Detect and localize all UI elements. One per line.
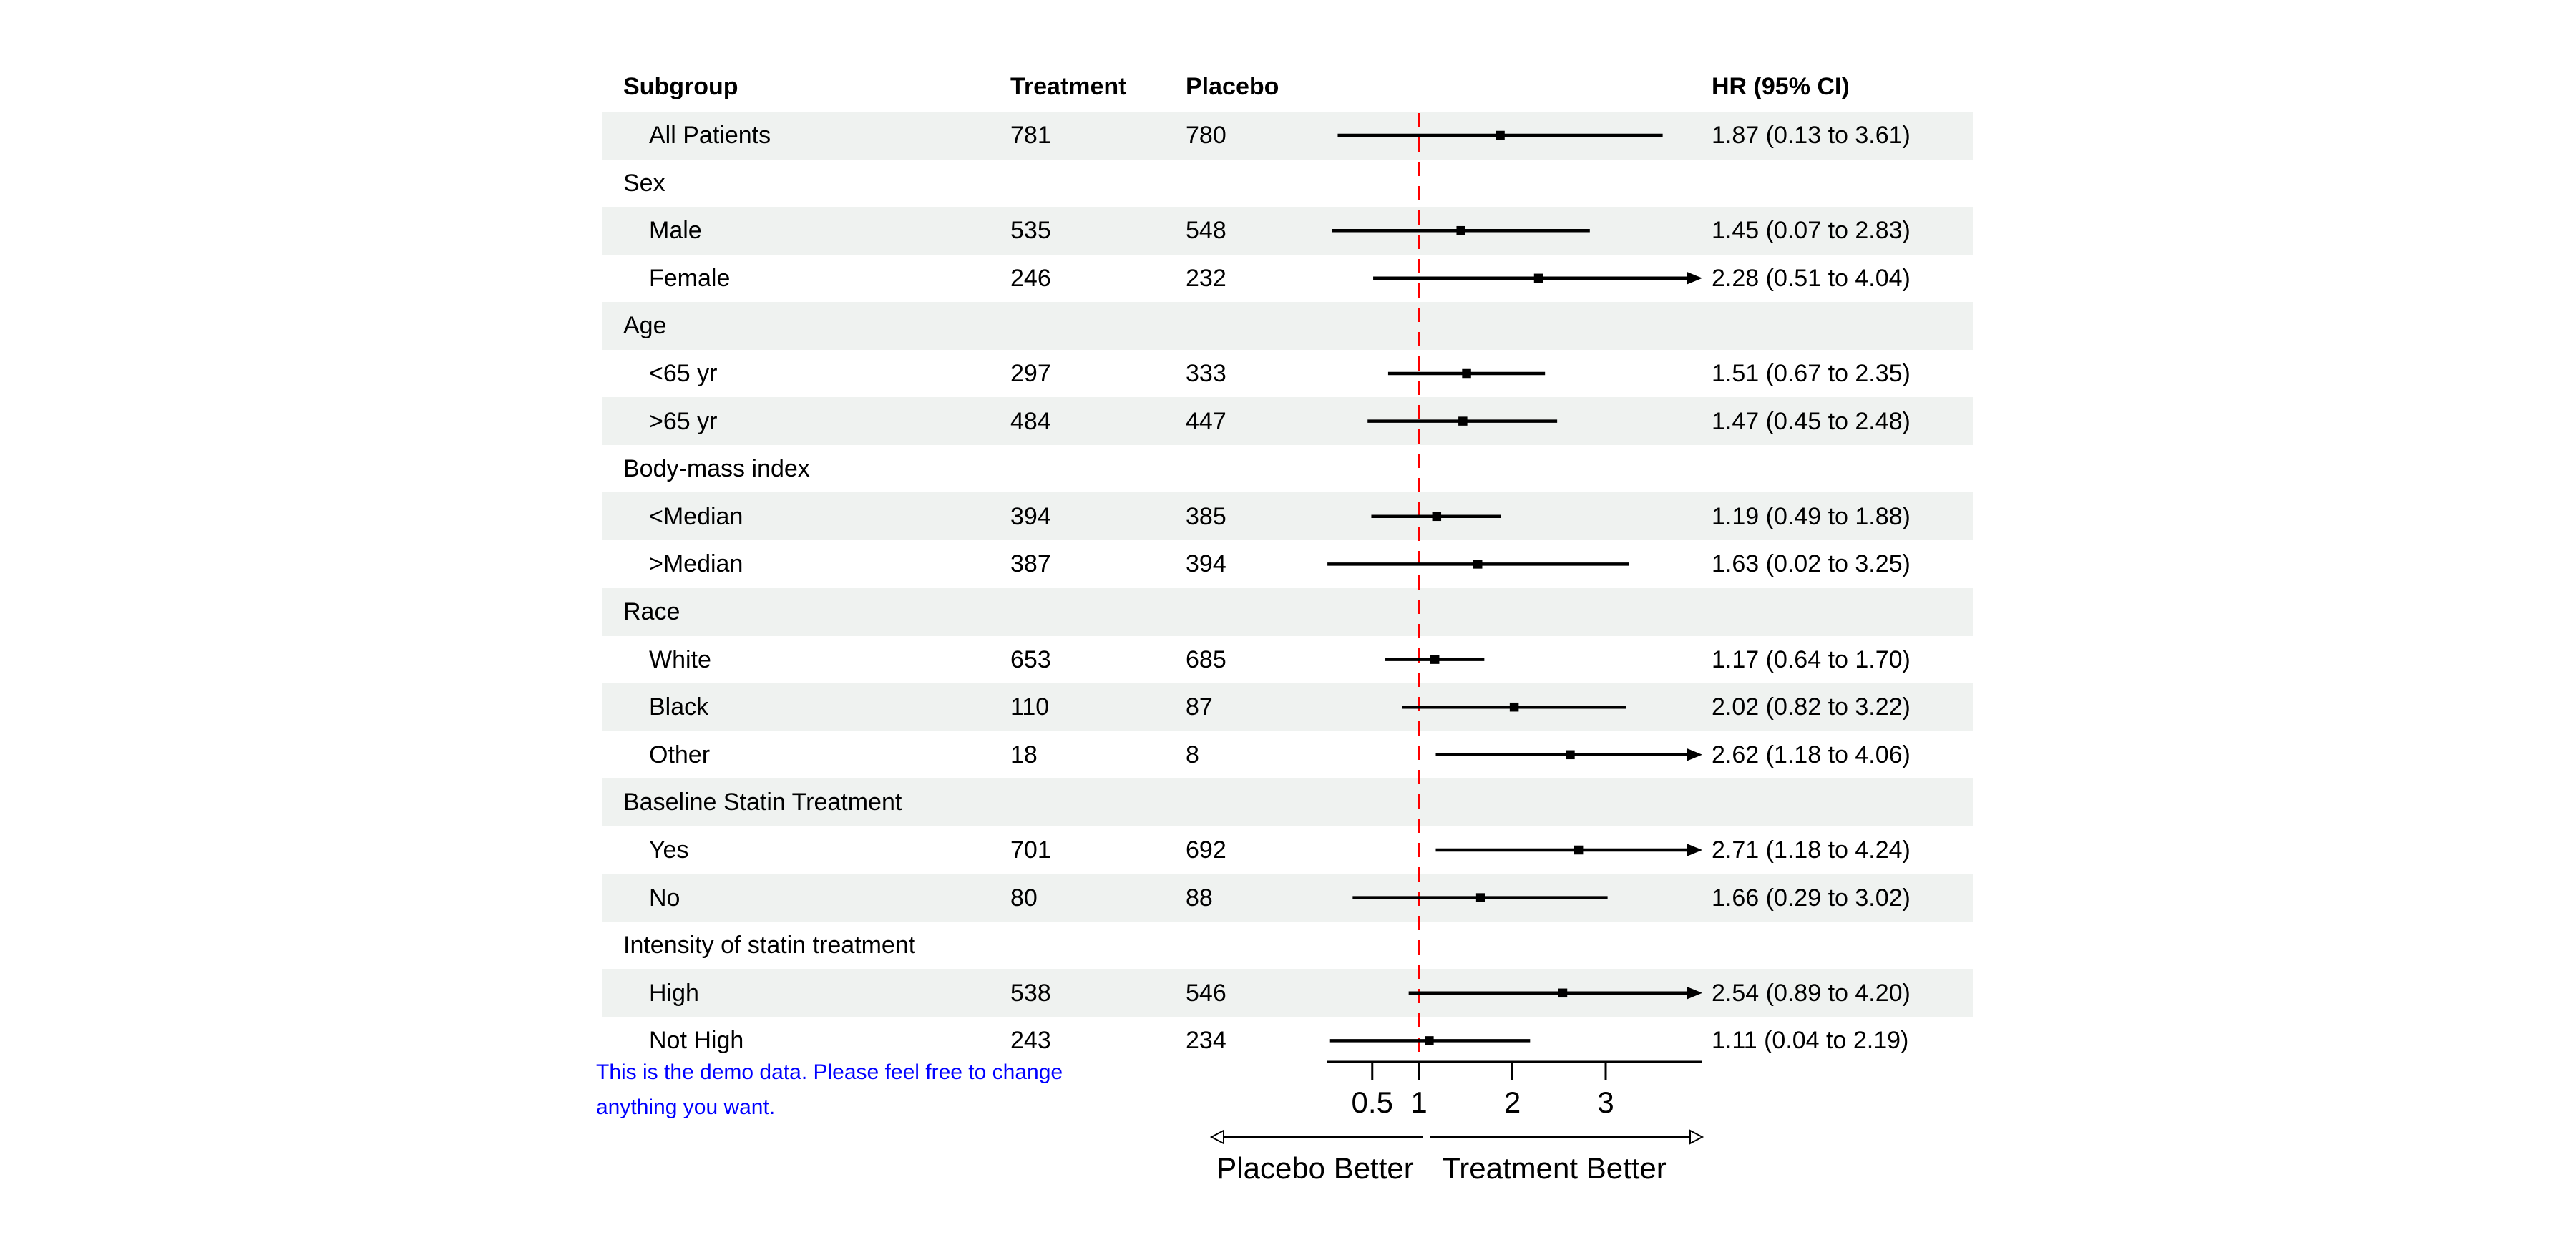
hr-ci-text: 1.17 (0.64 to 1.70)	[1712, 645, 1911, 673]
row-band	[602, 206, 1973, 255]
subgroup-label: Baseline Statin Treatment	[623, 788, 902, 816]
direction-label-treatment-better: Treatment Better	[1442, 1151, 1667, 1185]
hr-ci-text: 2.62 (1.18 to 4.06)	[1712, 741, 1911, 768]
placebo-count: 234	[1186, 1027, 1226, 1055]
subgroup-label: Other	[649, 741, 711, 768]
treatment-count: 387	[1010, 550, 1051, 578]
hr-ci-text: 2.02 (0.82 to 3.22)	[1712, 693, 1911, 721]
col-header-treatment: Treatment	[1010, 73, 1127, 100]
subgroup-label: <Median	[649, 502, 743, 530]
row-band	[602, 587, 1973, 636]
treatment-count: 18	[1010, 741, 1038, 768]
axis-tick-label: 3	[1597, 1085, 1614, 1119]
treatment-count: 781	[1010, 122, 1051, 149]
treatment-count: 484	[1010, 407, 1051, 435]
subgroup-label: Black	[649, 693, 709, 721]
treatment-count: 653	[1010, 645, 1051, 673]
subgroup-label: Yes	[649, 836, 689, 864]
placebo-count: 333	[1186, 360, 1226, 387]
hr-ci-text: 2.71 (1.18 to 4.24)	[1712, 836, 1911, 864]
direction-label-placebo-better: Placebo Better	[1216, 1151, 1414, 1185]
treatment-count: 701	[1010, 836, 1051, 864]
hr-ci-text: 1.51 (0.67 to 2.35)	[1712, 360, 1911, 387]
subgroup-label: Male	[649, 217, 702, 245]
subgroup-label: White	[649, 645, 711, 673]
treatment-count: 535	[1010, 217, 1051, 245]
row-band	[602, 969, 1973, 1017]
axis-tick-label: 0.5	[1351, 1085, 1393, 1119]
hr-ci-text: 1.47 (0.45 to 2.48)	[1712, 407, 1911, 435]
placebo-count: 88	[1186, 884, 1213, 912]
row-band	[602, 874, 1973, 922]
hr-ci-text: 2.54 (0.89 to 4.20)	[1712, 979, 1911, 1007]
axis-tick-label: 2	[1503, 1085, 1521, 1119]
hr-ci-text: 1.19 (0.49 to 1.88)	[1712, 502, 1911, 530]
subgroup-label: Not High	[649, 1027, 744, 1055]
placebo-count: 87	[1186, 693, 1213, 721]
subgroup-label: >Median	[649, 550, 743, 578]
row-band	[602, 301, 1973, 350]
demo-note-line-1: This is the demo data. Please feel free …	[596, 1060, 1063, 1084]
placebo-count: 546	[1186, 979, 1226, 1007]
subgroup-label: No	[649, 884, 680, 912]
row-band	[602, 397, 1973, 446]
placebo-count: 685	[1186, 645, 1226, 673]
hr-ci-text: 1.87 (0.13 to 3.61)	[1712, 122, 1911, 149]
row-band	[602, 683, 1973, 731]
hr-ci-text: 2.28 (0.51 to 4.04)	[1712, 264, 1911, 292]
treatment-count: 80	[1010, 884, 1038, 912]
subgroup-label: Age	[623, 312, 667, 340]
subgroup-label: >65 yr	[649, 407, 718, 435]
row-band	[602, 778, 1973, 826]
subgroup-label: High	[649, 979, 699, 1007]
treatment-count: 246	[1010, 264, 1051, 292]
hr-ci-text: 1.11 (0.04 to 2.19)	[1712, 1027, 1909, 1055]
axis-tick-label: 1	[1410, 1085, 1428, 1119]
placebo-count: 394	[1186, 550, 1226, 578]
subgroup-label: Female	[649, 264, 731, 292]
col-header-placebo: Placebo	[1186, 73, 1279, 100]
subgroup-label: Body-mass index	[623, 455, 810, 483]
col-header-subgroup: Subgroup	[623, 73, 738, 100]
subgroup-label: Sex	[623, 169, 665, 197]
placebo-count: 780	[1186, 122, 1226, 149]
col-header-hr-ci: HR (95% CI)	[1712, 73, 1850, 100]
hr-ci-text: 1.45 (0.07 to 2.83)	[1712, 217, 1911, 245]
treatment-count: 110	[1010, 693, 1050, 721]
placebo-count: 8	[1186, 741, 1199, 768]
row-band	[602, 111, 1973, 160]
placebo-count: 447	[1186, 407, 1226, 435]
placebo-count: 385	[1186, 502, 1226, 530]
placebo-count: 692	[1186, 836, 1226, 864]
treatment-count: 297	[1010, 360, 1051, 387]
treatment-count: 243	[1010, 1027, 1051, 1055]
subgroup-label: All Patients	[649, 122, 771, 149]
subgroup-label: Race	[623, 598, 680, 625]
hr-ci-text: 1.63 (0.02 to 3.25)	[1712, 550, 1911, 578]
subgroup-label: Intensity of statin treatment	[623, 932, 916, 960]
placebo-count: 232	[1186, 264, 1226, 292]
row-band	[602, 492, 1973, 541]
treatment-count: 394	[1010, 502, 1051, 530]
demo-note-line-2: anything you want.	[596, 1095, 776, 1119]
treatment-count: 538	[1010, 979, 1051, 1007]
hr-ci-text: 1.66 (0.29 to 3.02)	[1712, 884, 1911, 912]
subgroup-label: <65 yr	[649, 360, 718, 387]
placebo-count: 548	[1186, 217, 1226, 245]
